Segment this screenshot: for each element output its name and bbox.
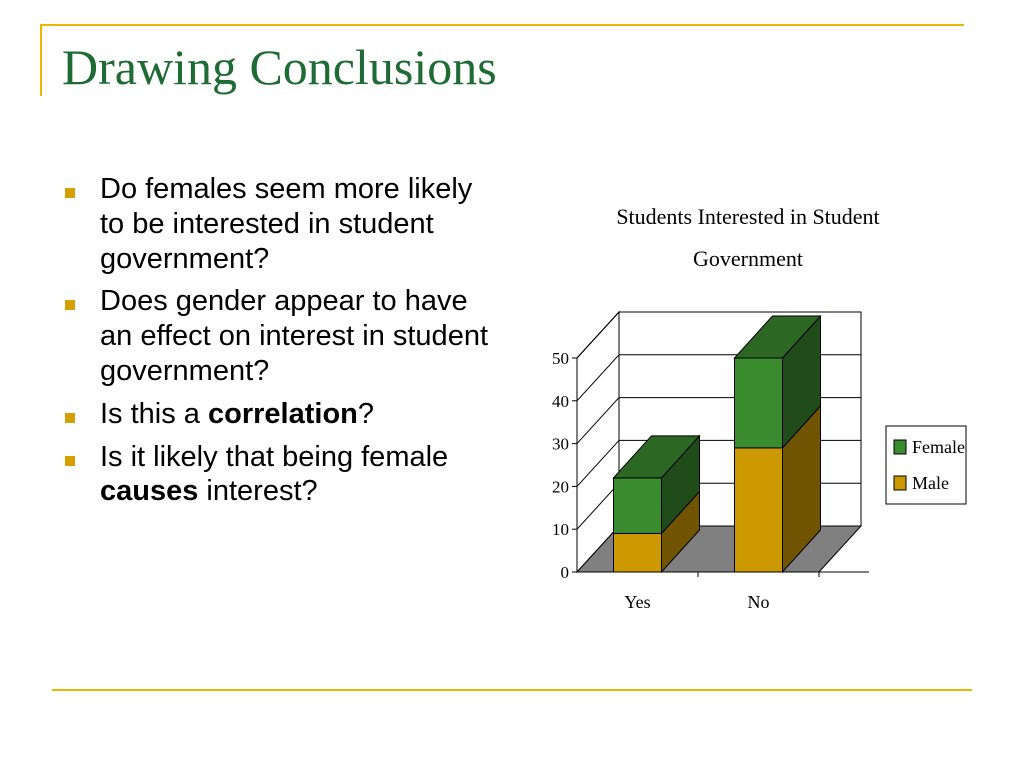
chart-title-line: Students Interested in Student	[616, 204, 879, 229]
chart-gridline-side	[576, 482, 620, 530]
bullet-item: Is this a correlation?	[62, 397, 502, 432]
chart-title-line: Government	[693, 246, 803, 271]
bullet-text-pre: Is this a	[100, 397, 208, 430]
bar-top-face	[612, 435, 701, 479]
bullet-text-pre: Is it likely that being female	[100, 440, 449, 473]
slide-title: Drawing Conclusions	[62, 39, 497, 95]
legend-label: Male	[912, 473, 949, 493]
y-tick-label: 30	[552, 435, 569, 454]
legend-swatch	[893, 475, 907, 491]
bar-top-face	[733, 315, 822, 359]
bar-segment-front	[613, 532, 662, 573]
bullet-item: Does gender appear to have an effect on …	[62, 284, 502, 388]
bullet-text-bold: causes	[100, 475, 199, 508]
y-tick-label: 50	[552, 349, 569, 368]
bullet-text-post: ?	[357, 397, 375, 430]
bullet-square-icon	[65, 188, 75, 198]
bullet-square-icon	[65, 455, 75, 466]
y-tick-label: 0	[561, 563, 570, 582]
stacked-bar-chart: Students Interested in Student Government…	[552, 204, 967, 612]
chart-gridline-side	[576, 397, 620, 444]
frame-bottom-line	[52, 689, 972, 691]
x-tick-label: No	[748, 592, 770, 612]
legend-swatch	[893, 439, 907, 455]
frame-left-line	[40, 24, 42, 96]
y-tick-label: 20	[552, 477, 569, 496]
chart-gridline-side	[576, 440, 620, 487]
y-tick-label: 40	[552, 392, 569, 411]
bar-segment-front	[734, 357, 783, 449]
bar-segment-front	[613, 477, 662, 534]
frame-top-line	[40, 24, 964, 26]
y-tick-label: 10	[552, 520, 569, 539]
legend-label: Female	[912, 437, 965, 457]
chart-gridline-side	[576, 311, 620, 359]
x-tick-label: Yes	[624, 592, 650, 612]
bullet-text: Does gender appear to have an effect on …	[100, 285, 489, 387]
bullet-square-icon	[65, 412, 75, 423]
legend-box	[885, 425, 967, 505]
bullet-item: Is it likely that being female causes in…	[62, 440, 502, 510]
bullet-square-icon	[65, 300, 75, 311]
chart-gridline-side	[576, 354, 620, 402]
bar-segment-front	[734, 447, 783, 573]
bullet-text-bold: correlation	[208, 397, 358, 430]
bullet-item: Do females seem more likely to be intere…	[62, 172, 502, 276]
bullet-text: Do females seem more likely to be intere…	[100, 173, 473, 275]
bullet-list: Do females seem more likely to be intere…	[62, 172, 502, 517]
bullet-text-post: interest?	[198, 475, 318, 508]
